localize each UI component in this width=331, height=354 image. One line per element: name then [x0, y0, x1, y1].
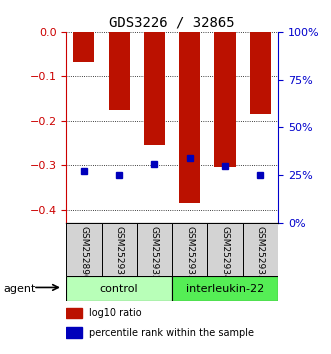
- Text: GSM252931: GSM252931: [115, 226, 124, 280]
- Text: agent: agent: [3, 284, 36, 293]
- Bar: [172, 223, 208, 276]
- Text: GSM252932: GSM252932: [150, 226, 159, 280]
- Text: GSM252934: GSM252934: [220, 226, 230, 280]
- Bar: [214, 32, 236, 167]
- Bar: [73, 32, 94, 62]
- Bar: [66, 327, 82, 338]
- Text: GSM252935: GSM252935: [256, 226, 265, 280]
- Text: percentile rank within the sample: percentile rank within the sample: [89, 327, 255, 337]
- Bar: [172, 276, 278, 301]
- Bar: [250, 32, 271, 114]
- Text: log10 ratio: log10 ratio: [89, 308, 142, 318]
- Bar: [179, 32, 200, 203]
- Bar: [243, 223, 278, 276]
- Bar: [66, 223, 102, 276]
- Bar: [102, 223, 137, 276]
- Text: GSM252933: GSM252933: [185, 226, 194, 280]
- Text: interleukin-22: interleukin-22: [186, 284, 264, 293]
- Bar: [66, 276, 172, 301]
- Text: control: control: [100, 284, 138, 293]
- Title: GDS3226 / 32865: GDS3226 / 32865: [109, 15, 235, 29]
- Bar: [208, 223, 243, 276]
- Bar: [137, 223, 172, 276]
- Bar: [66, 308, 82, 318]
- Bar: [144, 32, 165, 145]
- Text: GSM252890: GSM252890: [79, 226, 88, 280]
- Bar: [109, 32, 130, 110]
